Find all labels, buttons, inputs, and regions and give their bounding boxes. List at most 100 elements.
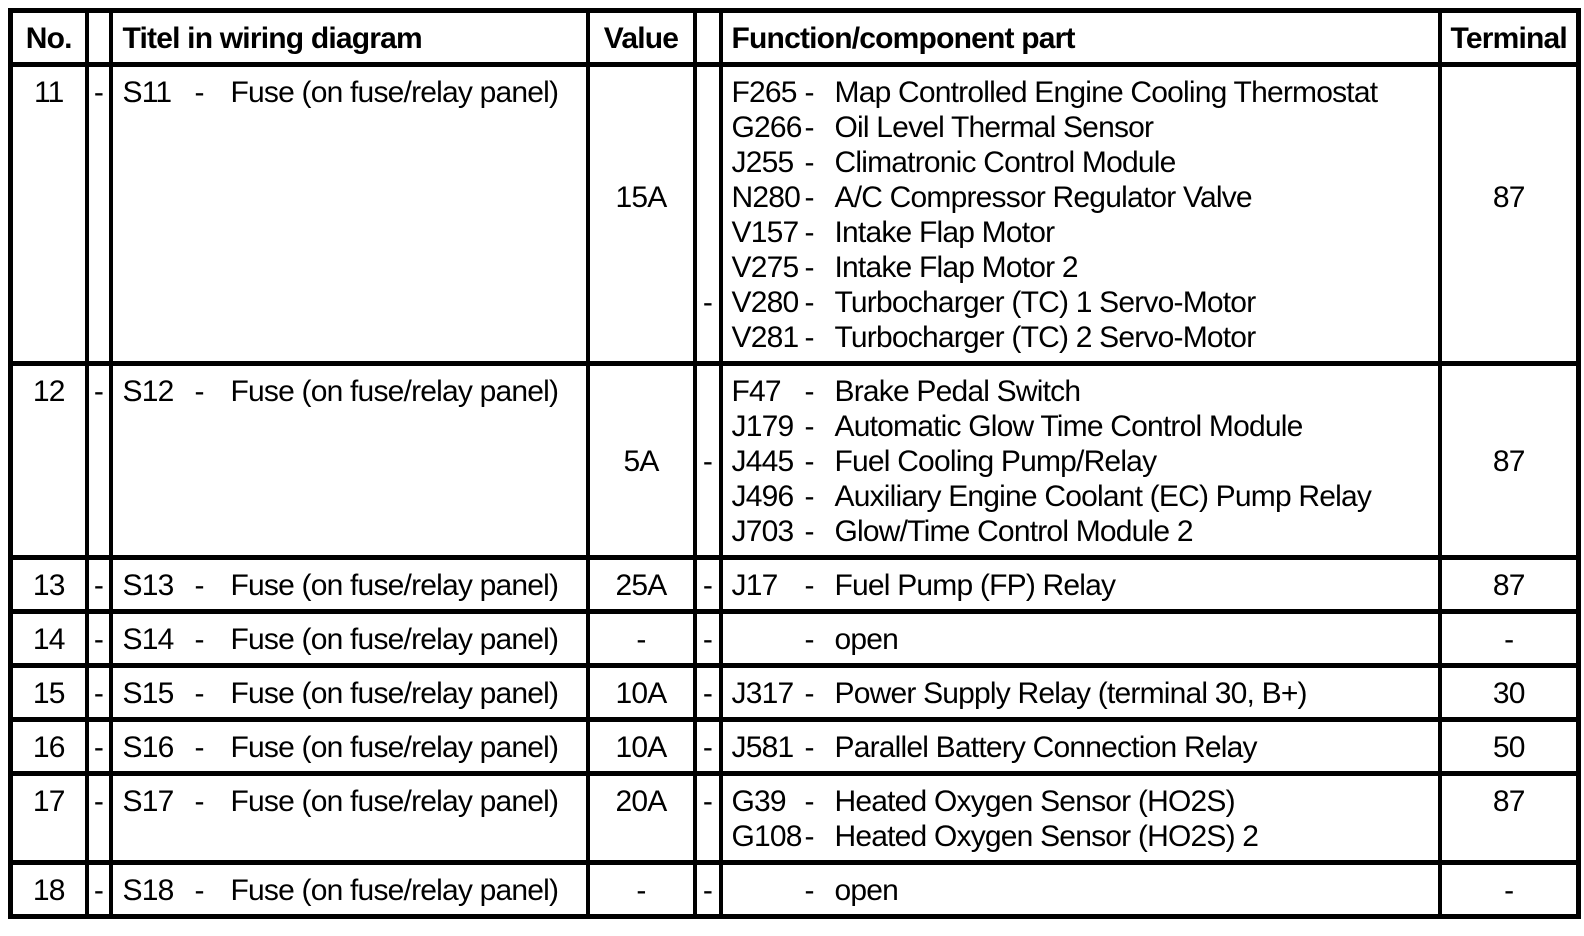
mid-dash-text: -: [702, 623, 713, 656]
value-text: 15A: [615, 181, 668, 214]
fuse-title: Fuse (on fuse/relay panel): [230, 569, 560, 602]
component-name: Power Supply Relay (terminal 30, B+): [834, 677, 1308, 710]
mid-dash-text: -: [702, 785, 713, 818]
component-code: J255: [731, 146, 795, 179]
no-cell: 17: [8, 771, 89, 865]
value-text: 25A: [615, 569, 668, 602]
header-terminal: Terminal: [1437, 8, 1581, 67]
header-spacer-1: [84, 8, 113, 67]
terminal-text: -: [1504, 874, 1514, 907]
table-row: 14- S14- Fuse (on fuse/relay panel) - - - open…: [8, 609, 1581, 668]
titel-cell: S11- Fuse (on fuse/relay panel): [108, 62, 590, 366]
value-cell: 25A: [585, 555, 697, 614]
function-line: - open: [732, 622, 1436, 657]
fuse-code: S17: [122, 785, 175, 818]
terminal-text: 50: [1492, 731, 1526, 764]
fuse-code: S15: [122, 677, 175, 710]
table-row: 11- S11- Fuse (on fuse/relay panel) 15A - F26…: [8, 62, 1581, 366]
component-dash: -: [804, 820, 815, 853]
fuse-code: S16: [122, 731, 175, 764]
function-line: F265- Map Controlled Engine Cooling Therm…: [731, 75, 1436, 110]
component-code: V281: [731, 321, 800, 354]
fuse-code: S12: [122, 375, 175, 408]
mid-dash-text: -: [702, 286, 713, 319]
mid-dash-cell: -: [692, 663, 723, 722]
component-code: G39: [731, 785, 787, 818]
function-line: N280- A/C Compressor Regulator Valve: [732, 180, 1436, 215]
component-code: J17: [731, 569, 779, 602]
function-line: J581- Parallel Battery Connection Relay: [731, 730, 1436, 765]
row-dash-cell: -: [84, 771, 113, 865]
component-code: J703: [731, 515, 795, 548]
component-dash: -: [804, 480, 815, 513]
mid-dash-text: -: [702, 445, 713, 478]
component-code: J581: [731, 731, 795, 764]
fuse-code-dash: -: [194, 375, 205, 408]
component-dash: -: [804, 146, 815, 179]
terminal-cell: 87: [1437, 555, 1581, 614]
component-dash: -: [804, 874, 815, 907]
header-function: Function/component part: [718, 8, 1442, 67]
fuse-code-dash: -: [194, 76, 205, 109]
table-row: 13- S13- Fuse (on fuse/relay panel) 25A - J17…: [8, 555, 1581, 614]
terminal-cell: 30: [1437, 663, 1581, 722]
component-code: F265: [731, 76, 798, 109]
terminal-cell: 50: [1437, 717, 1581, 776]
row-dash-cell: -: [84, 663, 113, 722]
component-code: J445: [731, 445, 795, 478]
terminal-cell: 87: [1437, 62, 1581, 366]
component-name: Climatronic Control Module: [834, 146, 1177, 179]
component-name: Heated Oxygen Sensor (HO2S) 2: [834, 820, 1259, 853]
component-name: Glow/Time Control Module 2: [834, 515, 1194, 548]
terminal-text: 87: [1492, 785, 1526, 818]
terminal-text: -: [1504, 623, 1514, 656]
value-cell: -: [585, 860, 697, 919]
component-dash: -: [804, 286, 815, 319]
value-text: -: [636, 874, 646, 907]
component-name: Automatic Glow Time Control Module: [834, 410, 1304, 443]
function-cell: J317- Power Supply Relay (terminal 30, B+…: [718, 663, 1442, 722]
component-dash: -: [804, 785, 815, 818]
value-text: 5A: [623, 445, 659, 478]
fuse-title: Fuse (on fuse/relay panel): [230, 623, 560, 656]
function-line: V275- Intake Flap Motor 2: [732, 250, 1436, 285]
mid-dash-text: -: [702, 731, 713, 764]
component-name: Parallel Battery Connection Relay: [834, 731, 1258, 764]
row-dash-cell: -: [84, 62, 113, 366]
component-dash: -: [804, 76, 815, 109]
component-dash: -: [804, 410, 815, 443]
function-cell: J17- Fuel Pump (FP) Relay: [718, 555, 1442, 614]
function-line: J445- Fuel Cooling Pump/Relay: [731, 444, 1436, 479]
function-cell: - open: [718, 860, 1442, 919]
component-code: G266: [731, 111, 803, 144]
no-cell: 18: [8, 860, 89, 919]
value-cell: 10A: [585, 663, 697, 722]
fuse-table: No. Titel in wiring diagram Value Functi…: [8, 8, 1581, 919]
row-dash-cell: -: [84, 361, 113, 560]
component-name: Intake Flap Motor 2: [834, 251, 1079, 284]
function-cell: J581- Parallel Battery Connection Relay: [718, 717, 1442, 776]
header-row: No. Titel in wiring diagram Value Functi…: [8, 8, 1581, 67]
component-name: open: [834, 874, 899, 907]
component-name: open: [834, 623, 899, 656]
component-dash: -: [804, 623, 815, 656]
titel-cell: S16- Fuse (on fuse/relay panel): [108, 717, 590, 776]
component-name: Fuel Cooling Pump/Relay: [834, 445, 1158, 478]
function-line: G266- Oil Level Thermal Sensor: [731, 110, 1436, 145]
no-cell: 16: [8, 717, 89, 776]
component-name: Fuel Pump (FP) Relay: [834, 569, 1117, 602]
component-code: J179: [731, 410, 795, 443]
fuse-code-dash: -: [194, 569, 205, 602]
header-no: No.: [8, 8, 89, 67]
component-dash: -: [804, 515, 815, 548]
component-code: F47: [731, 375, 782, 408]
mid-dash-cell: -: [692, 771, 723, 865]
table-row: 17- S17- Fuse (on fuse/relay panel) 20A - G39…: [8, 771, 1581, 865]
value-text: 10A: [615, 677, 668, 710]
component-dash: -: [804, 251, 815, 284]
function-line: G39- Heated Oxygen Sensor (HO2S): [731, 784, 1436, 819]
component-code: J317: [731, 677, 795, 710]
component-name: Heated Oxygen Sensor (HO2S): [834, 785, 1236, 818]
terminal-text: 87: [1492, 569, 1526, 602]
no-cell: 11: [8, 62, 89, 366]
